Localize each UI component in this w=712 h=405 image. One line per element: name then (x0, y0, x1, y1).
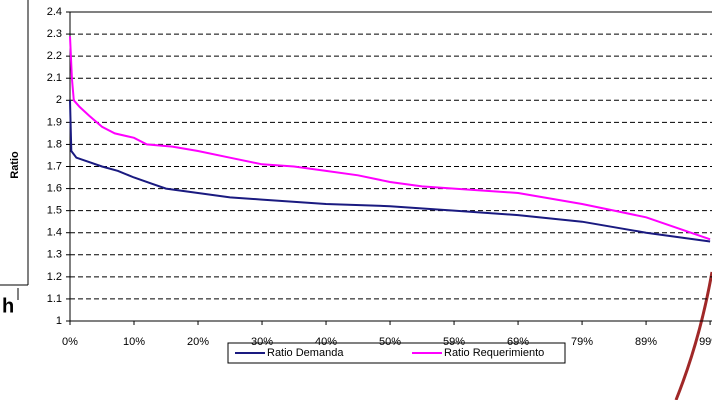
y-tick-label: 1.6 (47, 182, 62, 194)
legend-label: Ratio Demanda (267, 347, 344, 359)
x-tick-label: 30% (251, 336, 273, 348)
x-tick-label: 59% (443, 336, 465, 348)
y-tick-label: 2.3 (47, 28, 62, 40)
y-tick-label: 1.9 (47, 116, 62, 128)
y-tick-label: 2.1 (47, 72, 62, 84)
y-tick-label: 1 (56, 315, 62, 327)
y-tick-label: 1.2 (47, 271, 62, 283)
x-tick-label: 89% (635, 336, 657, 348)
x-tick-label: 0% (62, 336, 78, 348)
series-line (69, 100, 711, 243)
y-tick-label: 1.1 (47, 293, 62, 305)
x-tick-label: 10% (123, 336, 145, 348)
legend-label: Ratio Requerimiento (444, 347, 544, 359)
x-tick-label: 50% (379, 336, 401, 348)
series-line (69, 36, 711, 241)
y-tick-label: 1.8 (47, 138, 62, 150)
y-tick-label: 1.4 (47, 227, 62, 239)
y-axis-label: Ratio (9, 151, 21, 179)
y-tick-label: 1.5 (47, 205, 62, 217)
y-tick-label: 2.2 (47, 50, 62, 62)
y-tick-label: 2.4 (47, 6, 62, 18)
x-tick-label: 79% (571, 336, 593, 348)
x-tick-label: 20% (187, 336, 209, 348)
text-fragment: h (2, 295, 14, 317)
x-tick-label: 40% (315, 336, 337, 348)
x-tick-label: 69% (507, 336, 529, 348)
decoration-curve (674, 271, 712, 401)
x-tick-label: 99% (699, 336, 712, 348)
y-tick-label: 1.7 (47, 160, 62, 172)
y-tick-label: 2 (56, 94, 62, 106)
legend-box (227, 342, 566, 364)
y-tick-label: 1.3 (47, 249, 62, 261)
